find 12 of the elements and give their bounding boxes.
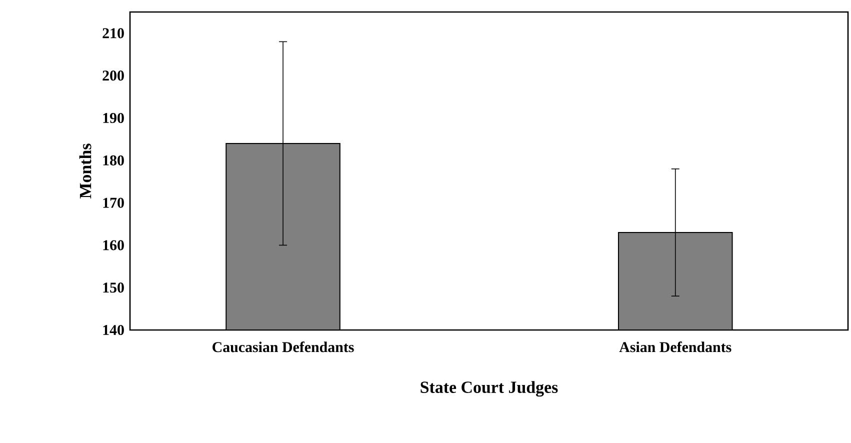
y-tick-label: 150 [103, 282, 124, 293]
y-axis-title: Months [79, 144, 92, 198]
y-tick-label: 180 [103, 155, 124, 166]
x-tick-label: Asian Defendants [619, 342, 732, 352]
y-tick-label: 140 [103, 324, 124, 336]
y-tick-label: 200 [102, 70, 124, 81]
x-axis-title: State Court Judges [420, 381, 558, 397]
y-tick-label: 160 [103, 240, 124, 250]
y-tick-label: 170 [103, 198, 124, 208]
y-tick-label: 190 [103, 112, 124, 124]
x-tick-label: Caucasian Defendants [212, 342, 354, 352]
y-tick-label: 210 [102, 28, 124, 38]
